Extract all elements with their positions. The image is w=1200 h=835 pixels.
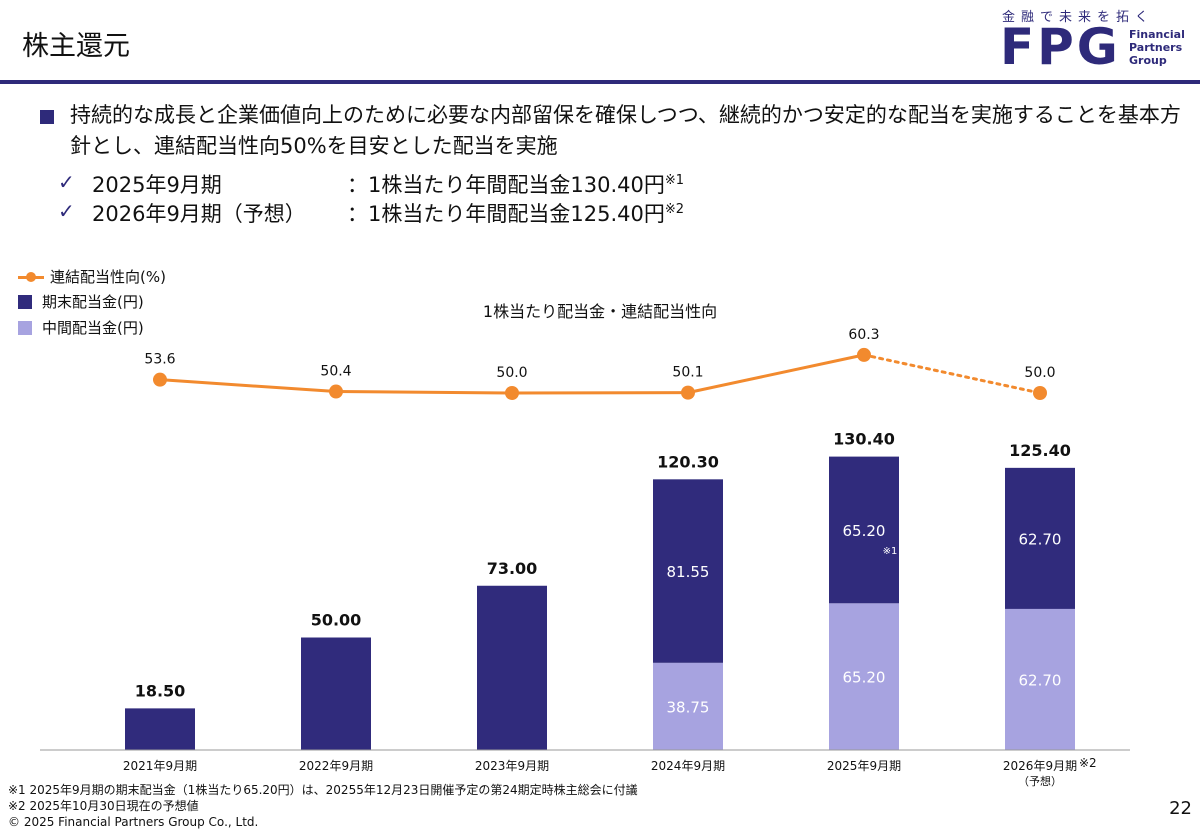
bar-label-interim: 62.70 [1019, 671, 1062, 689]
dividend-desc: ：1株当たり年間配当金130.40円 [347, 173, 665, 197]
swatch-year-end-icon [18, 295, 32, 309]
payout-point [153, 372, 167, 387]
logo-sub-line: Group [1129, 54, 1167, 67]
footnote-2: ※2 2025年10月30日現在の予想値 [8, 799, 199, 813]
payout-label: 50.1 [672, 365, 703, 381]
payout-point [505, 386, 519, 400]
bar-interim [829, 603, 899, 750]
payout-line-forecast [862, 353, 1042, 395]
x-tick-label: 2023年9月期 [475, 759, 549, 773]
swatch-interim-icon [18, 321, 32, 335]
legend-label: 期末配当金(円) [42, 293, 144, 311]
bar-year-end [301, 637, 371, 750]
bar-total-label: 125.40 [1009, 441, 1071, 460]
line-marker-icon [18, 270, 44, 284]
bullet-square-icon [40, 110, 54, 124]
page-number: 22 [1169, 798, 1192, 819]
payout-point [1033, 386, 1047, 400]
bar-label-year-end: 65.20 [843, 522, 886, 540]
legend-year-end: 期末配当金(円) [18, 291, 144, 312]
logo-sub-line: Financial [1129, 28, 1185, 41]
bar-total-label: 73.00 [487, 559, 538, 578]
payout-line-segment [687, 353, 865, 395]
x-tick-label: 2022年9月期 [299, 759, 373, 773]
payout-line-segment [335, 390, 513, 395]
payout-point [329, 384, 343, 399]
payout-label: 50.0 [496, 365, 527, 381]
bar-interim [653, 662, 723, 750]
note-mark: ※2 [664, 202, 685, 217]
logo-sub-line: Partners [1129, 41, 1183, 54]
bar-year-end [653, 479, 723, 663]
checkmark-icon: ✓ [58, 199, 75, 223]
dividend-desc: ：1株当たり年間配当金125.40円 [347, 202, 665, 226]
x-tick-note: ※2 [1079, 756, 1097, 770]
logo-mark: FPG [1000, 18, 1121, 76]
legend-payout: 連結配当性向(%) [18, 266, 166, 287]
policy-text: 持続的な成長と企業価値向上のために必要な内部留保を確保しつつ、継続的かつ安定的な… [70, 103, 1181, 158]
bar-year-end [1005, 467, 1075, 609]
payout-point [857, 347, 871, 362]
checkmark-icon: ✓ [58, 170, 75, 194]
bar-year-end [125, 708, 195, 750]
legend-label: 連結配当性向(%) [50, 268, 166, 286]
logo-tagline: 金融で未来を拓く [1002, 10, 1155, 25]
copyright: © 2025 Financial Partners Group Co., Ltd… [8, 815, 259, 829]
note-mark: ※1 [664, 173, 685, 188]
payout-label: 50.4 [320, 364, 351, 380]
bar-total-label: 120.30 [657, 452, 719, 471]
footnote-1: ※1 2025年9月期の期末配当金（1株当たり65.20円）は、20255年12… [8, 783, 638, 797]
payout-label: 53.6 [144, 352, 175, 368]
bar-total-label: 18.50 [135, 681, 186, 700]
period-label: 2025年9月期 [92, 173, 222, 197]
page-title: 株主還元 [22, 31, 130, 62]
legend-interim: 中間配当金(円) [18, 317, 144, 338]
x-tick-label: 2025年9月期 [827, 759, 901, 773]
x-tick-label: 2021年9月期 [123, 759, 197, 773]
chart-title: 1株当たり配当金・連結配当性向 [482, 302, 718, 321]
bar-total-label: 130.40 [833, 430, 895, 449]
payout-label: 50.0 [1024, 365, 1055, 381]
bar-label-interim: 38.75 [667, 698, 710, 716]
bar-year-end [829, 456, 899, 604]
x-tick-sub: （予想） [1018, 774, 1062, 788]
x-tick-label: 2026年9月期 [1003, 759, 1077, 773]
bar-year-end [477, 585, 547, 750]
title-underline [0, 80, 1200, 84]
bar-total-label: 50.00 [311, 611, 362, 630]
bar-note: ※1 [883, 546, 898, 557]
bar-label-interim: 65.20 [843, 669, 886, 687]
bar-interim [1005, 608, 1075, 750]
payout-line-segment [159, 378, 337, 394]
payout-point [681, 385, 695, 400]
logo-subtitle: Financial Partners Group [1129, 28, 1185, 67]
bar-label-year-end: 81.55 [667, 563, 710, 581]
dividend-line-2026: 2026年9月期（予想） ：1株当たり年間配当金125.40円※2 [92, 198, 684, 228]
dividend-line-2025: 2025年9月期 ：1株当たり年間配当金130.40円※1 [92, 169, 684, 199]
period-label: 2026年9月期（予想） [92, 202, 306, 226]
legend-label: 中間配当金(円) [42, 319, 144, 337]
x-tick-label: 2024年9月期 [651, 759, 725, 773]
payout-label: 60.3 [848, 327, 879, 343]
bar-label-year-end: 62.70 [1019, 530, 1062, 548]
